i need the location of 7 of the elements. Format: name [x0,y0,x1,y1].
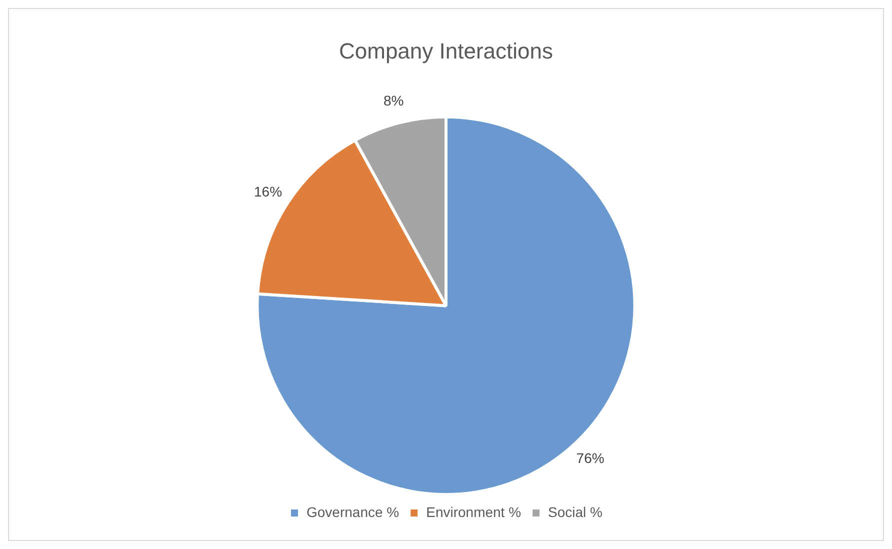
data-label: 8% [383,92,404,108]
legend-label: Environment % [426,504,522,520]
data-label: 16% [254,184,282,200]
data-label: 76% [576,450,604,466]
chart-title: Company Interactions [339,38,553,64]
legend-label: Social % [548,504,603,520]
legend-label: Governance % [306,504,400,520]
